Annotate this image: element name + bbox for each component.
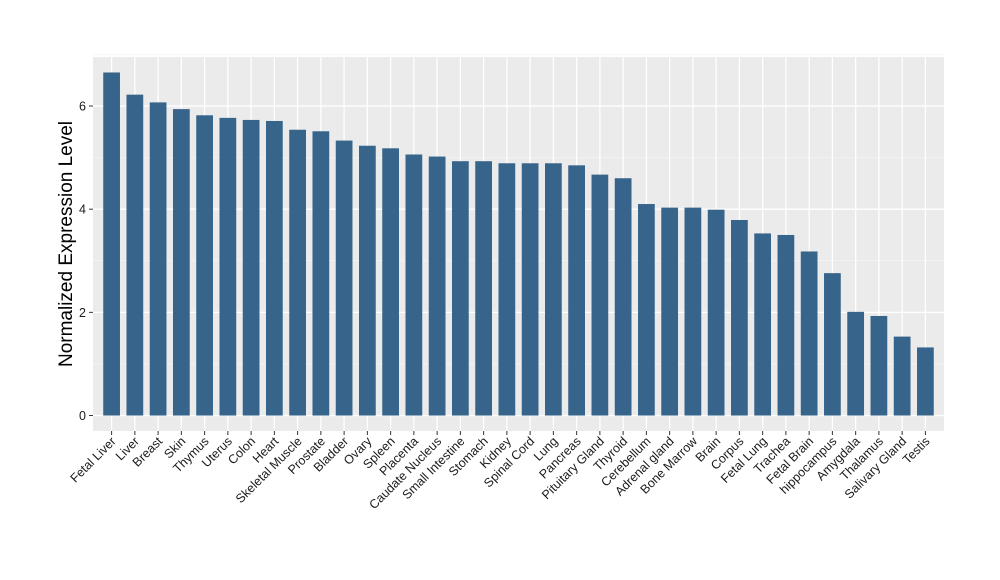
bars — [103, 72, 934, 416]
y-tick-label: 6 — [79, 100, 86, 114]
x-tick-label: Fetal Liver — [68, 434, 119, 485]
y-axis-title: Normalized Expression Level — [56, 121, 77, 367]
bar — [707, 209, 725, 416]
bar — [847, 311, 865, 416]
y-tick-label: 0 — [79, 409, 86, 423]
x-tick-label: Testis — [900, 434, 932, 466]
y-axis: 0 2 4 6 — [79, 100, 93, 423]
bar — [568, 165, 585, 416]
x-axis: Fetal LiverLiverBreastSkinThymusUterusCo… — [68, 431, 933, 512]
bar — [521, 163, 539, 416]
bar — [382, 148, 399, 416]
bar — [312, 131, 330, 416]
bar — [196, 115, 213, 416]
bar — [614, 178, 632, 416]
bar — [172, 109, 190, 416]
bar — [149, 102, 167, 416]
bar — [638, 204, 655, 416]
bar — [126, 94, 144, 416]
bar — [824, 273, 841, 416]
bar — [917, 347, 934, 416]
bar — [800, 251, 818, 416]
bar — [731, 220, 748, 416]
bar — [219, 117, 237, 416]
bar — [777, 234, 795, 416]
bar — [265, 120, 283, 416]
bar — [289, 129, 306, 416]
bar — [428, 156, 446, 416]
y-tick-label: 4 — [79, 203, 86, 217]
y-tick-label: 2 — [79, 306, 86, 320]
bar — [335, 140, 353, 416]
bar — [452, 161, 469, 416]
bar — [661, 207, 679, 416]
bar — [475, 161, 492, 416]
bar — [545, 163, 562, 416]
bar — [242, 119, 260, 416]
bar — [870, 315, 888, 416]
bar — [405, 154, 423, 416]
bar — [893, 336, 911, 416]
bar — [684, 207, 702, 416]
bar — [358, 145, 376, 416]
bar — [754, 233, 772, 416]
x-tick-label: Colon — [225, 434, 258, 467]
bar — [103, 72, 120, 416]
bar — [498, 163, 516, 416]
bar — [591, 174, 609, 416]
